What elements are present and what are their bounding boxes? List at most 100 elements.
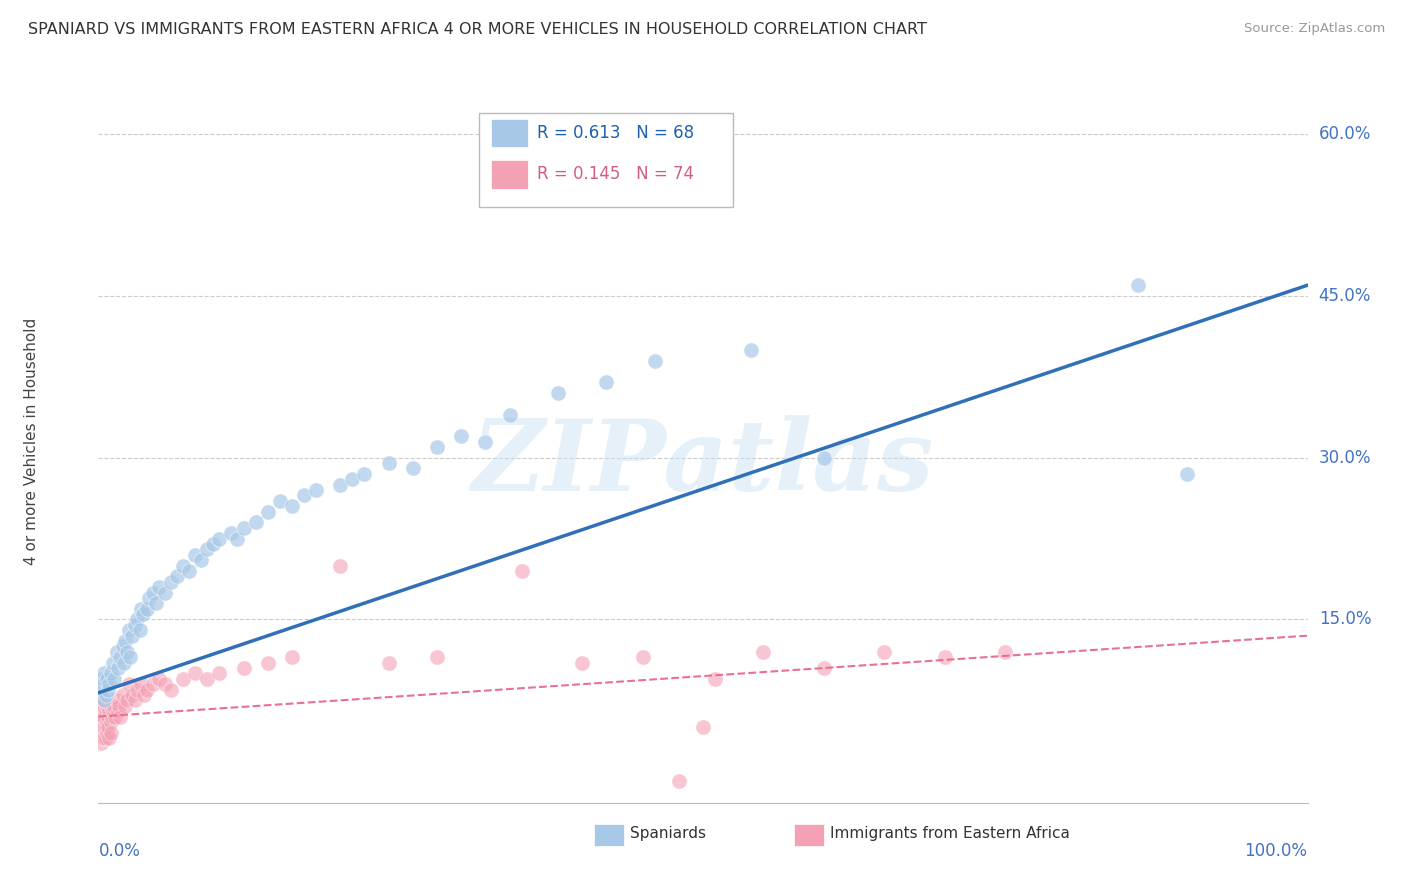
Point (101, 656, 124, 670)
Point (142, 585, 165, 599)
Point (668, 774, 690, 789)
Point (93, 709, 115, 723)
Point (329, 477, 352, 491)
Text: SPANIARD VS IMMIGRANTS FROM EASTERN AFRICA 4 OR MORE VEHICLES IN HOUSEHOLD CORRE: SPANIARD VS IMMIGRANTS FROM EASTERN AFRI… (28, 22, 927, 37)
Point (107, 704, 129, 718)
Point (118, 650, 141, 665)
Point (91, 709, 114, 723)
Point (402, 461, 425, 475)
Point (281, 500, 304, 514)
Point (138, 591, 160, 605)
Point (179, 564, 201, 578)
Point (128, 624, 150, 638)
Point (221, 526, 243, 541)
Point (342, 472, 364, 486)
Point (184, 666, 207, 681)
Point (153, 677, 176, 691)
Point (100, 698, 122, 713)
Point (148, 672, 170, 686)
Point (90, 698, 112, 713)
Point (121, 629, 143, 643)
Point (353, 467, 375, 481)
Point (93, 720, 115, 734)
Point (108, 709, 131, 723)
Point (124, 693, 146, 707)
Text: 0.0%: 0.0% (98, 842, 141, 860)
Point (91, 698, 114, 713)
Point (132, 607, 155, 621)
Point (100, 725, 122, 739)
Point (450, 429, 472, 443)
Point (114, 634, 136, 648)
Point (97, 720, 120, 734)
Point (226, 532, 249, 546)
Point (117, 645, 139, 659)
Point (208, 666, 231, 681)
Point (98, 704, 121, 718)
Point (704, 672, 727, 686)
Point (89, 731, 111, 745)
Point (104, 709, 127, 723)
Point (98, 731, 121, 745)
Point (377, 656, 399, 670)
Point (94, 688, 117, 702)
Point (934, 650, 956, 665)
Point (305, 483, 328, 497)
FancyBboxPatch shape (479, 112, 734, 207)
Point (644, 353, 666, 368)
Point (498, 408, 520, 422)
Text: Immigrants from Eastern Africa: Immigrants from Eastern Africa (830, 826, 1070, 840)
Point (256, 656, 278, 670)
Point (232, 521, 254, 535)
Point (111, 640, 134, 654)
Point (94, 704, 117, 718)
Text: 100.0%: 100.0% (1244, 842, 1308, 860)
Point (135, 601, 157, 615)
Point (101, 704, 124, 718)
Point (96, 714, 118, 729)
Point (256, 505, 278, 519)
Point (873, 645, 896, 659)
Text: 4 or more Vehicles in Household: 4 or more Vehicles in Household (24, 318, 39, 566)
Text: Source: ZipAtlas.com: Source: ZipAtlas.com (1244, 22, 1385, 36)
Point (93, 731, 115, 745)
Point (474, 434, 496, 449)
Point (93, 693, 115, 707)
Point (160, 574, 183, 589)
Point (105, 645, 128, 659)
Point (91, 725, 114, 739)
Point (91, 672, 114, 686)
Text: R = 0.613   N = 68: R = 0.613 N = 68 (537, 124, 695, 142)
Point (172, 672, 194, 686)
Text: 60.0%: 60.0% (1319, 125, 1371, 144)
Point (96, 725, 118, 739)
Point (90, 737, 112, 751)
Point (571, 656, 593, 670)
Point (91, 704, 114, 718)
Point (112, 656, 135, 670)
Point (118, 624, 141, 638)
Point (91, 720, 114, 734)
Point (89, 709, 111, 723)
Point (631, 650, 654, 665)
Point (114, 698, 136, 713)
Point (90, 725, 112, 739)
Point (245, 516, 267, 530)
Point (269, 493, 291, 508)
Bar (595, 824, 624, 847)
Point (93, 693, 115, 707)
Bar (492, 160, 527, 189)
Point (208, 532, 231, 546)
Point (127, 682, 149, 697)
Point (813, 661, 835, 675)
Point (129, 601, 152, 615)
Point (190, 553, 212, 567)
Point (740, 343, 762, 357)
Text: Spaniards: Spaniards (630, 826, 706, 840)
Point (96, 672, 118, 686)
Point (202, 537, 225, 551)
Point (90, 704, 112, 718)
Point (89, 720, 111, 734)
Text: R = 0.145   N = 74: R = 0.145 N = 74 (537, 165, 695, 183)
Point (377, 456, 399, 470)
